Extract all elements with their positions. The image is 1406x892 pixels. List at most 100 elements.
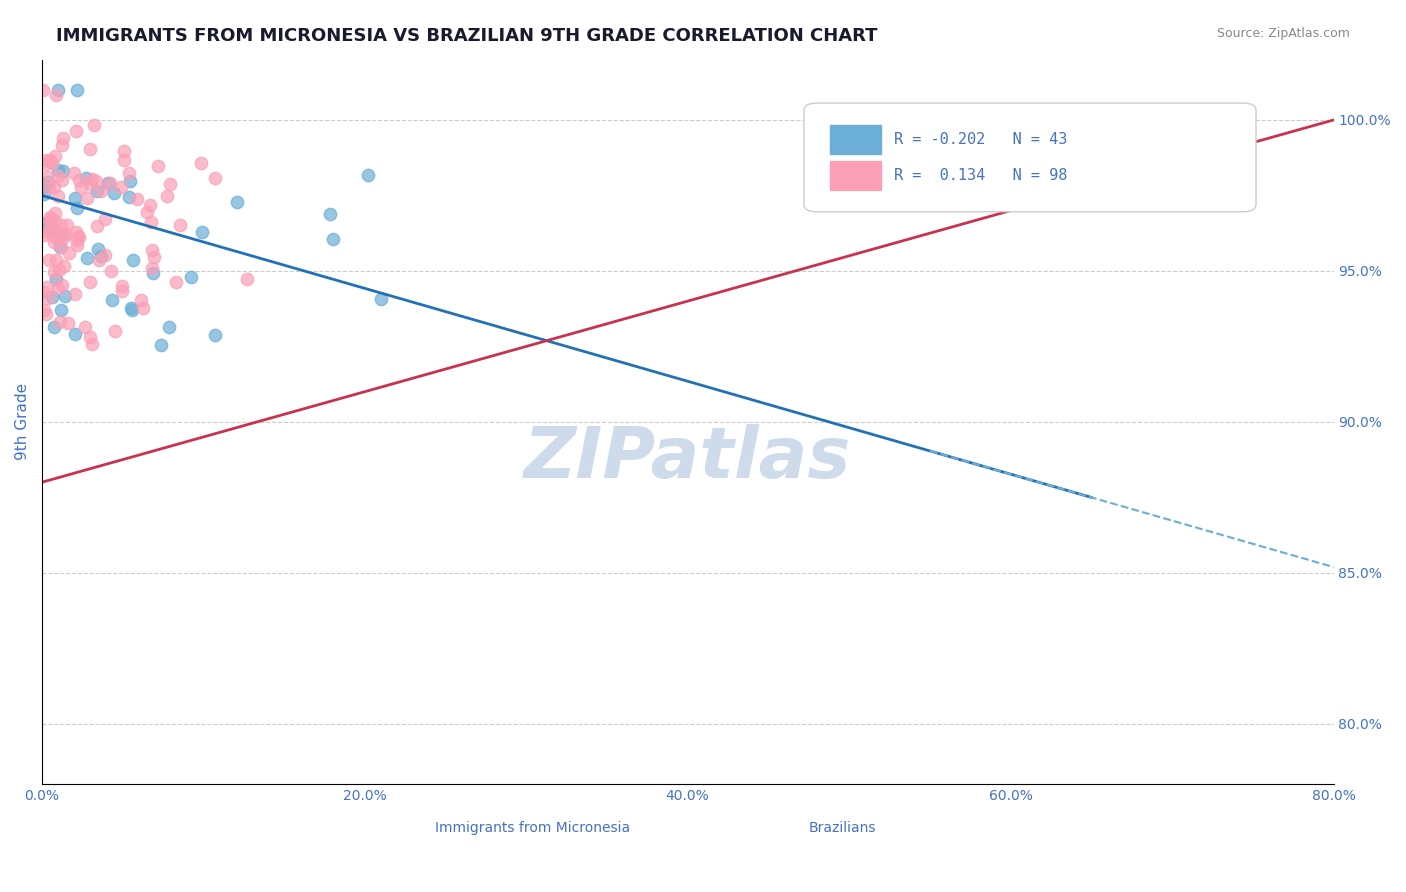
Point [34, 307, 56, 321]
Point [132, 301, 155, 315]
Point [169, 219, 191, 233]
Point [93, 248, 115, 262]
Point [139, 198, 162, 212]
Point [45, 272, 67, 286]
Point [46, 281, 69, 295]
Point [225, 195, 247, 210]
Point [79, 330, 101, 344]
Point [63, 286, 86, 301]
Point [70, 180, 93, 194]
Point [98, 176, 121, 190]
Point [156, 189, 179, 203]
Point [136, 204, 159, 219]
Point [44, 214, 66, 228]
Point [39, 211, 62, 226]
Point [141, 215, 163, 229]
Point [56, 316, 79, 330]
Point [142, 250, 165, 264]
Point [120, 301, 142, 316]
Point [80, 337, 103, 351]
Point [46, 83, 69, 97]
Point [118, 166, 141, 180]
Point [141, 243, 163, 257]
Point [142, 266, 165, 280]
Point [104, 324, 127, 338]
Point [75, 170, 97, 185]
Point [38, 180, 60, 194]
Point [49, 240, 72, 254]
Point [236, 272, 259, 286]
Point [34, 179, 56, 194]
Point [66, 238, 89, 252]
Bar [695, 817, 727, 838]
Point [44, 265, 66, 279]
Point [79, 143, 101, 157]
FancyBboxPatch shape [804, 103, 1256, 211]
Point [49, 240, 72, 254]
Point [150, 338, 173, 352]
Point [204, 170, 226, 185]
Point [111, 284, 134, 298]
Point [53, 288, 76, 302]
Point [32, 227, 55, 242]
Point [83, 118, 105, 132]
Point [51, 227, 73, 241]
Point [45, 231, 67, 245]
Point [63, 166, 86, 180]
Bar [830, 161, 882, 190]
Point [46, 162, 69, 177]
Point [80, 172, 103, 186]
Point [159, 178, 181, 192]
Y-axis label: 9th Grade: 9th Grade [15, 384, 30, 460]
Point [75, 320, 97, 334]
Point [37, 221, 59, 235]
Point [79, 177, 101, 191]
Point [48, 263, 70, 277]
Point [49, 218, 72, 232]
Point [32, 83, 55, 97]
Point [67, 230, 90, 244]
Point [110, 180, 132, 194]
Point [127, 192, 149, 206]
Point [121, 303, 143, 318]
Point [41, 290, 63, 304]
Text: Immigrants from Micronesia: Immigrants from Micronesia [434, 821, 630, 835]
Point [97, 176, 120, 190]
Point [49, 315, 72, 329]
Point [146, 159, 169, 173]
Point [100, 263, 122, 277]
Point [35, 216, 58, 230]
Point [65, 233, 87, 247]
Point [190, 155, 212, 169]
Point [84, 174, 107, 188]
Point [322, 232, 344, 246]
Point [35, 153, 58, 167]
Point [67, 229, 90, 244]
Point [34, 219, 56, 234]
Point [41, 156, 63, 170]
Point [120, 174, 142, 188]
Point [39, 210, 62, 224]
Point [90, 249, 112, 263]
Point [67, 173, 90, 187]
Point [122, 253, 145, 268]
Point [39, 153, 62, 167]
Point [118, 190, 141, 204]
Point [103, 186, 125, 200]
Point [37, 291, 59, 305]
Point [66, 201, 89, 215]
Point [44, 149, 66, 163]
Point [52, 131, 75, 145]
Point [65, 327, 87, 342]
Point [52, 259, 75, 273]
Point [44, 320, 66, 334]
Point [65, 225, 87, 239]
Point [55, 227, 77, 241]
Point [76, 191, 98, 205]
Point [44, 229, 66, 244]
Point [37, 226, 59, 240]
Point [32, 303, 55, 318]
Point [35, 157, 58, 171]
Point [87, 242, 110, 256]
Bar [830, 125, 882, 153]
